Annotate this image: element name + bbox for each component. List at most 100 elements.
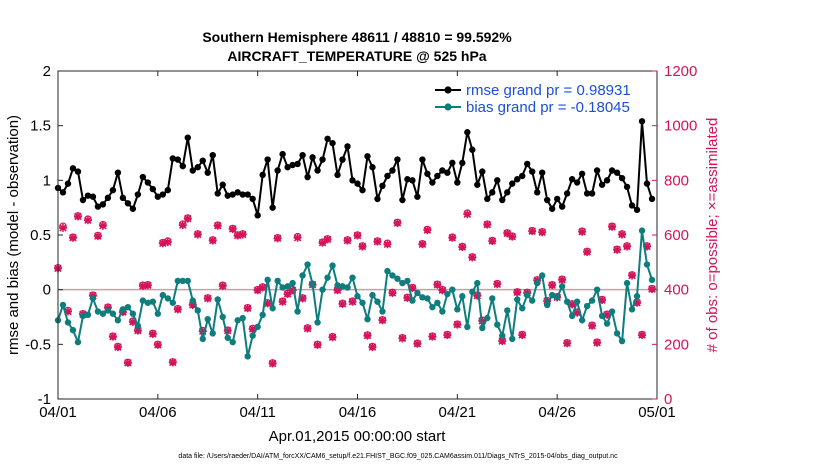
obs-assimilated-point	[413, 339, 422, 348]
bias-point	[329, 262, 336, 269]
bias-point	[638, 227, 646, 234]
obs-assimilated-point	[178, 221, 187, 230]
obs-assimilated-point	[628, 271, 637, 280]
rmse-point	[139, 173, 147, 181]
rmse-point	[439, 167, 446, 174]
bias-point	[239, 314, 246, 322]
rmse-point	[284, 164, 291, 171]
bias-point	[349, 274, 356, 281]
obs-assimilated-point	[93, 232, 102, 241]
bias-point	[404, 277, 411, 285]
bias-point	[384, 267, 391, 275]
obs-assimilated-point	[563, 339, 572, 348]
obs-assimilated-point	[338, 299, 347, 308]
y2-tick-label: 400	[664, 282, 689, 299]
rmse-point	[369, 164, 376, 171]
bias-point	[429, 303, 436, 311]
obs-assimilated-point	[483, 220, 492, 229]
rmse-point	[179, 162, 186, 170]
bias-point	[573, 298, 581, 305]
bias-point	[129, 310, 137, 317]
bias-point	[369, 291, 376, 299]
bias-point	[519, 305, 526, 312]
rmse-point	[64, 180, 72, 187]
y-tick-label: 0.5	[30, 227, 51, 244]
rmse-point	[509, 180, 516, 187]
rmse-point	[224, 192, 231, 199]
obs-assimilated-point	[583, 247, 592, 256]
bias-point	[499, 332, 506, 339]
obs-assimilated-point	[58, 223, 67, 232]
obs-assimilated-point	[113, 343, 122, 352]
rmse-point	[289, 161, 296, 169]
rmse-point	[254, 212, 261, 219]
legend-rmse-label: rmse grand pr = 0.98931	[466, 82, 631, 99]
rmse-point	[314, 167, 321, 174]
bias-point	[608, 308, 616, 315]
obs-assimilated-point	[233, 231, 242, 240]
legend: rmse grand pr = 0.98931 bias grand pr = …	[435, 82, 631, 116]
rmse-point	[633, 206, 641, 214]
obs-assimilated-point	[373, 237, 382, 246]
bias-point	[419, 294, 426, 301]
rmse-point	[563, 190, 571, 197]
bias-point	[479, 324, 486, 332]
obs-assimilated-point	[173, 305, 182, 314]
rmse-point	[384, 172, 391, 180]
obs-assimilated-point	[408, 284, 417, 293]
bias-point	[474, 279, 481, 287]
rmse-point	[99, 201, 107, 208]
obs-assimilated-point	[288, 286, 297, 295]
rmse-point	[194, 164, 201, 171]
obs-assimilated-point	[333, 286, 342, 295]
obs-assimilated-point	[418, 240, 427, 249]
bias-point	[224, 334, 231, 341]
bias-point	[179, 277, 186, 285]
y-tick-label: 1.5	[30, 118, 51, 135]
obs-assimilated-point	[303, 324, 312, 333]
y2-tick-label: 200	[664, 336, 689, 353]
footnote: data file: /Users/raeder/DAI/ATM_forcXX/…	[178, 453, 618, 460]
bias-point	[538, 272, 546, 279]
rmse-point	[244, 191, 251, 198]
obs-assimilated-point	[518, 331, 527, 340]
rmse-point	[204, 169, 211, 176]
bias-point	[364, 315, 371, 323]
bias-point	[169, 299, 177, 306]
rmse-point	[394, 156, 401, 163]
obs-assimilated-point	[423, 226, 432, 235]
y-tick-label: -1	[38, 391, 51, 408]
bias-point	[558, 283, 566, 290]
obs-assimilated-point	[163, 238, 172, 247]
bias-point	[294, 308, 301, 315]
obs-assimilated-point	[463, 210, 472, 219]
bias-point	[204, 315, 211, 323]
bias-point	[509, 335, 516, 343]
obs-assimilated-point	[573, 308, 582, 317]
rmse-point	[534, 189, 541, 196]
bias-point	[199, 335, 206, 343]
obs-assimilated-point	[643, 242, 652, 251]
rmse-point	[429, 179, 436, 186]
rmse-point	[593, 167, 601, 174]
rmse-point	[159, 191, 167, 198]
obs-assimilated-point	[633, 298, 642, 307]
rmse-point	[184, 134, 191, 141]
y-tick-label: 1	[43, 172, 51, 189]
rmse-point	[294, 160, 301, 168]
rmse-point	[279, 150, 286, 158]
bias-point	[633, 293, 641, 300]
obs-assimilated-point	[433, 280, 442, 289]
bias-point	[489, 295, 496, 302]
rmse-point	[454, 179, 461, 186]
rmse-point	[514, 176, 521, 183]
rmse-point	[419, 156, 426, 163]
rmse-point	[74, 168, 82, 175]
chart-title: Southern Hemisphere 48611 / 48810 = 99.5…	[202, 29, 512, 45]
rmse-point	[239, 191, 246, 198]
obs-assimilated-point	[313, 340, 322, 349]
bias-point	[104, 307, 112, 314]
bias-point	[459, 293, 466, 300]
rmse-point	[628, 202, 636, 209]
bias-point	[84, 311, 92, 319]
